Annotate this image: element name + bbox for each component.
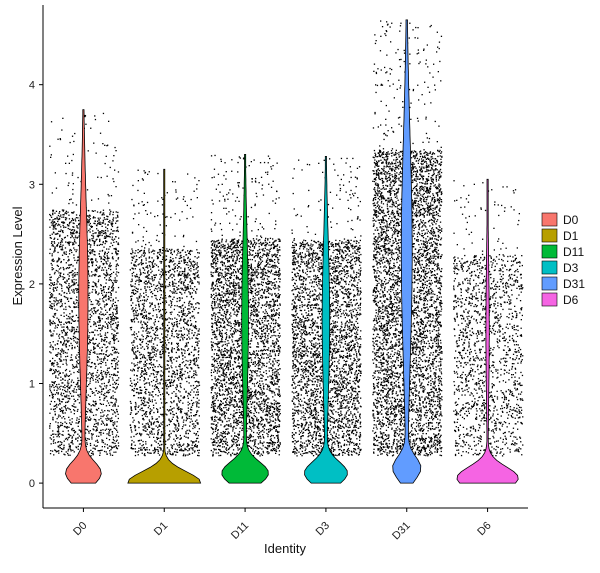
x-tick-label-d1: D1: [152, 520, 170, 538]
x-tick-label-d3: D3: [314, 520, 332, 538]
jitter-points-layer: [49, 20, 523, 456]
x-tick-label-d31: D31: [390, 520, 413, 543]
legend-swatch-d6: [542, 293, 557, 306]
violin-d1: [128, 169, 201, 483]
legend-swatch-d0: [542, 213, 557, 226]
legend-swatch-d3: [542, 261, 557, 274]
legend-label-d1: D1: [563, 229, 579, 243]
x-axis-title: Identity: [264, 541, 306, 556]
legend: D0 D1 D11 D3 D31 D6: [542, 213, 585, 307]
violins-layer: [66, 20, 519, 483]
y-tick-label-3: 3: [29, 179, 35, 191]
legend-label-d6: D6: [563, 293, 579, 307]
legend-label-d3: D3: [563, 261, 579, 275]
legend-swatch-d11: [542, 245, 557, 258]
legend-swatch-d31: [542, 277, 557, 290]
legend-label-d31: D31: [563, 277, 585, 291]
legend-label-d11: D11: [563, 245, 584, 259]
x-tick-label-d0: D0: [71, 520, 89, 538]
violin-d3: [305, 156, 348, 483]
y-tick-label-1: 1: [29, 378, 35, 390]
x-tick-label-d11: D11: [229, 520, 251, 542]
x-ticks: D0 D1 D11 D3 D31 D6: [71, 508, 494, 542]
y-axis-title: Expression Level: [10, 206, 25, 305]
x-tick-label-d6: D6: [475, 520, 493, 538]
violin-d6: [457, 179, 518, 483]
y-tick-label-4: 4: [29, 80, 35, 92]
y-tick-label-2: 2: [29, 279, 35, 291]
y-ticks: 0 1 2 3 4: [29, 80, 43, 490]
legend-label-d0: D0: [563, 213, 579, 227]
y-tick-label-0: 0: [29, 478, 35, 490]
legend-swatch-d1: [542, 229, 557, 242]
